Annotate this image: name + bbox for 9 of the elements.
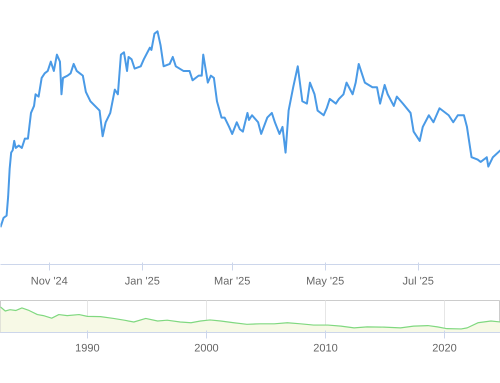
x-tick-label: May '25 xyxy=(306,276,344,288)
x-tick-label: 2020 xyxy=(432,342,457,354)
x-tick-label: Jan '25 xyxy=(124,276,160,288)
x-tick-label: 1990 xyxy=(75,342,100,354)
x-tick-label: 2000 xyxy=(194,342,219,354)
x-tick-label: Jul '25 xyxy=(402,276,434,288)
x-tick-label: Nov '24 xyxy=(30,276,68,288)
x-tick-label: 2010 xyxy=(313,342,338,354)
x-tick-label: Mar '25 xyxy=(214,276,250,288)
